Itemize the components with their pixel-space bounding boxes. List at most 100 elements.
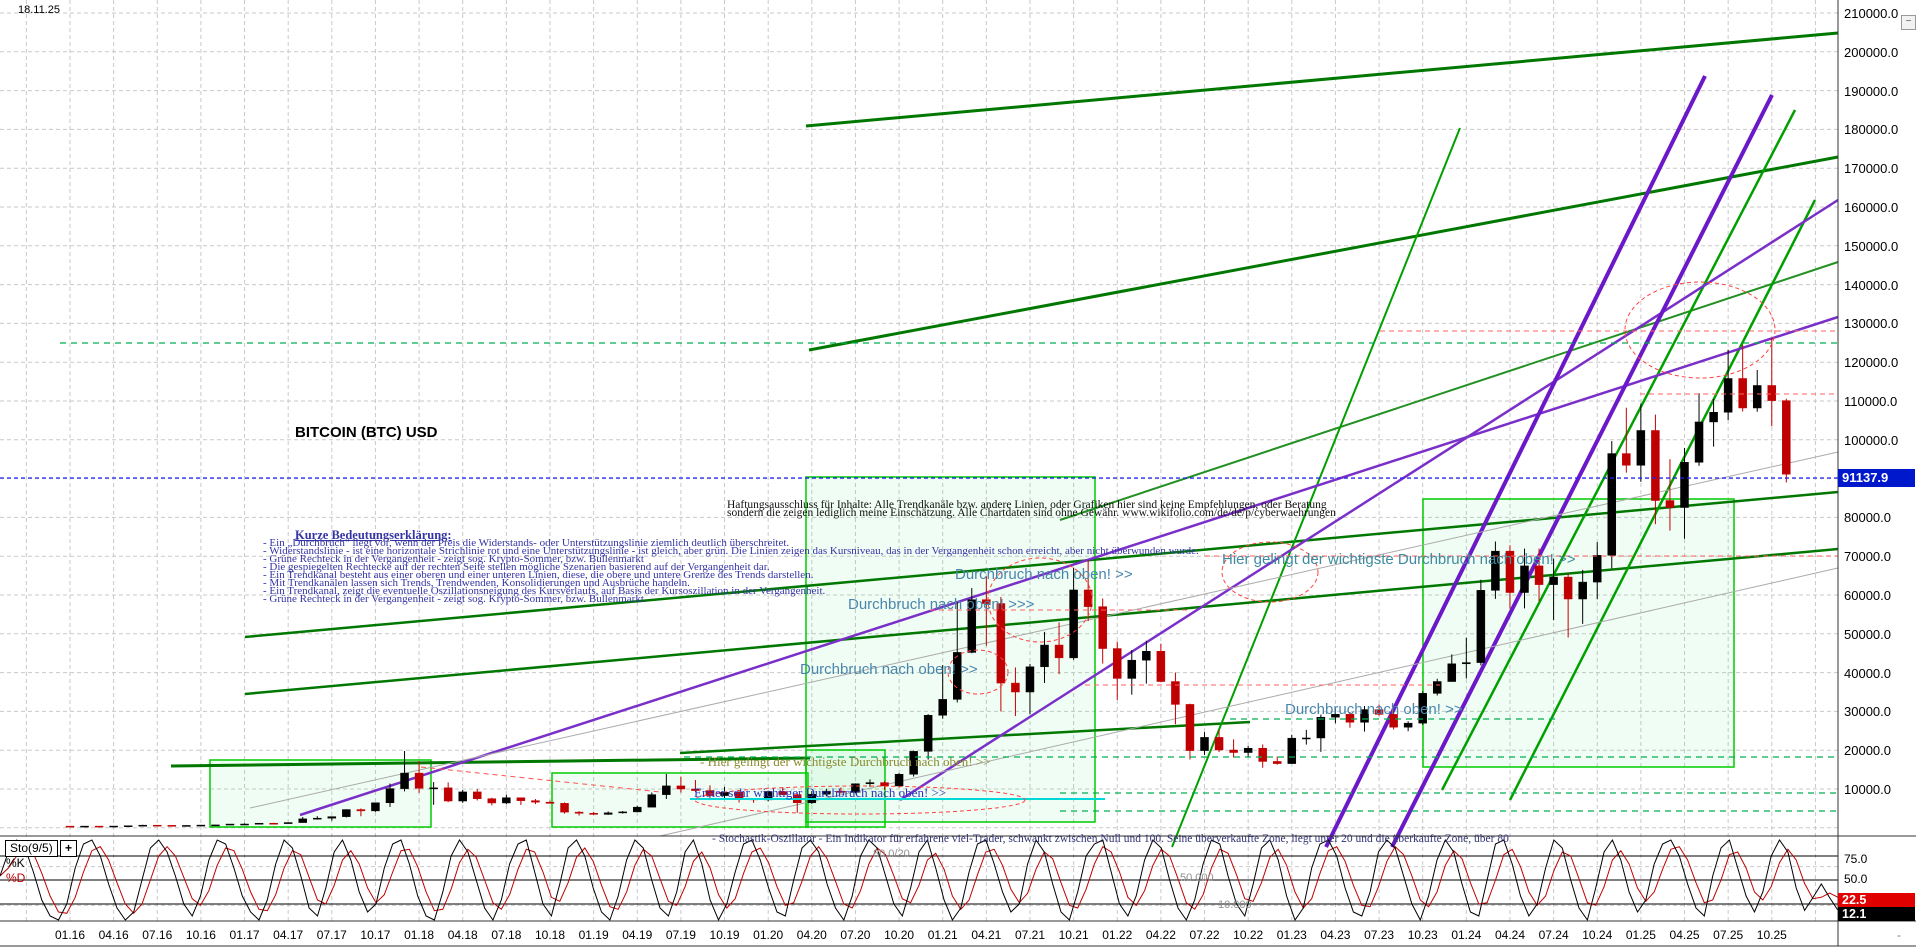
y-axis-label: 60000.0 [1844,588,1891,603]
red-dashed-downtrend [420,766,661,793]
candle-body [1592,555,1602,583]
candle-body [1505,550,1515,593]
x-axis-label: 04.19 [622,928,653,942]
green-support-line [170,756,811,768]
candle-body [414,772,424,789]
x-axis-label: 01.22 [1102,928,1133,942]
candle-body [589,813,598,815]
osc-level-label-50: 50.000 [1180,872,1214,884]
candle-body [65,825,75,828]
candle-body [851,783,860,793]
candle-body [182,825,191,827]
stochastic-indicator-chip[interactable]: Sto(9/5) [5,840,58,857]
candle-body [1476,590,1486,663]
x-axis-label: 01.17 [229,928,260,942]
x-axis-label: 01.18 [404,928,435,942]
candle-body [1243,748,1253,753]
x-axis-label: 04.17 [273,928,304,942]
candle-body [1447,663,1457,682]
x-axis-label: 04.25 [1669,928,1700,942]
candle-body [1287,737,1297,764]
legend-line: - Ein Trendkanal besteht aus einer obere… [263,569,814,581]
y-axis-label: 10000.0 [1844,782,1891,797]
red-breakout-circle-2024 [1221,541,1319,603]
candle-body [1782,400,1791,475]
legend-line: - Grüne Rechteck in der Vergangenheit - … [263,553,644,565]
legend-line: - Die gespiegelten Rechtecke auf der rec… [263,561,770,573]
percent-d-label: %D [6,871,26,885]
candle-body [211,824,220,827]
candle-body [996,603,1006,684]
candle-body [938,699,947,716]
candle-body [167,825,177,827]
percent-k-line [0,838,1839,922]
candle-body [269,822,278,825]
candle-body [676,785,686,790]
candle-body [1083,589,1093,607]
y-axis-label: 30000.0 [1844,704,1891,720]
candle-body [618,811,627,814]
x-axis-label: 04.24 [1494,928,1525,942]
candle-body [1302,737,1311,740]
candle-body [1403,722,1413,728]
minimize-icon[interactable]: − [1901,15,1916,30]
green-box-2023-25 [1422,498,1735,768]
x-axis-label: 01.21 [927,928,958,942]
x-axis-label: 07.20 [840,928,871,942]
axis-corner-dash: - [1897,928,1901,942]
candle-body [1709,412,1718,423]
disclaimer-line: Haftungsausschluss für Inhalte: Alle Tre… [727,499,1327,511]
breakout-annotation: Hier gelingt der wichtigste Durchbruch n… [1222,551,1576,568]
x-axis-label: 04.18 [447,928,478,942]
x-axis-label: 04.20 [796,928,827,942]
candle-body [1738,378,1747,409]
candle-body [1636,430,1646,466]
x-axis-label: 04.23 [1320,928,1351,942]
x-axis-label: 10.18 [534,928,565,942]
x-axis-label: 04.22 [1145,928,1176,942]
candle-body [298,818,307,823]
candle-body [342,809,351,817]
x-axis-label: 07.22 [1189,928,1220,942]
candle-body [1534,565,1544,585]
candle-body [458,791,467,802]
candle-body [1723,378,1733,413]
candle-body [982,599,991,604]
legend-line: - Mit Trendkanälen lassen sich Trends, T… [263,577,690,589]
y-axis-label: 70000.0 [1844,549,1891,565]
candle-body [1680,462,1689,508]
candle-body [1185,704,1195,751]
x-axis-label: 10.16 [185,928,216,942]
candle-body [473,791,482,799]
candle-body [1142,651,1151,661]
percent-k-label: %K [6,856,25,870]
osc-level-label-80-20: 80.0/20 [873,848,910,860]
x-axis-label: 01.19 [578,928,609,942]
y-axis-label: 190000.0 [1844,83,1899,99]
candle-body [1491,550,1500,591]
x-axis-label: 10.17 [360,928,391,942]
candle-body [909,751,918,775]
candle-body [502,797,511,804]
y-axis-label: 50000.0 [1844,626,1891,642]
steep-green-channel-2 [1508,199,1817,801]
x-axis-label: 01.23 [1276,928,1307,942]
mid-green-channel-bottom [244,547,1839,696]
indicator-add-button[interactable]: + [60,840,77,857]
candle-body [545,801,555,804]
x-axis-label: 07.21 [1014,928,1045,942]
x-axis-label: 10.21 [1058,928,1089,942]
breakout-annotation: Durchbruch nach oben! >> [955,566,1133,583]
candle-body [952,652,962,700]
stochastic-note: - Stochastik-Oszillator - Ein Indikator … [712,833,1509,845]
candle-body [1767,385,1777,401]
candle-body [1098,606,1107,649]
candle-body [240,823,249,826]
candle-body [531,800,540,803]
y-axis-label: 20000.0 [1844,743,1891,759]
x-axis-label: 10.22 [1233,928,1264,942]
candle-body [153,824,162,827]
candle-body [1694,421,1704,463]
legend-line: - Ein Trendkanal, zeigt die eventuelle O… [263,585,826,597]
